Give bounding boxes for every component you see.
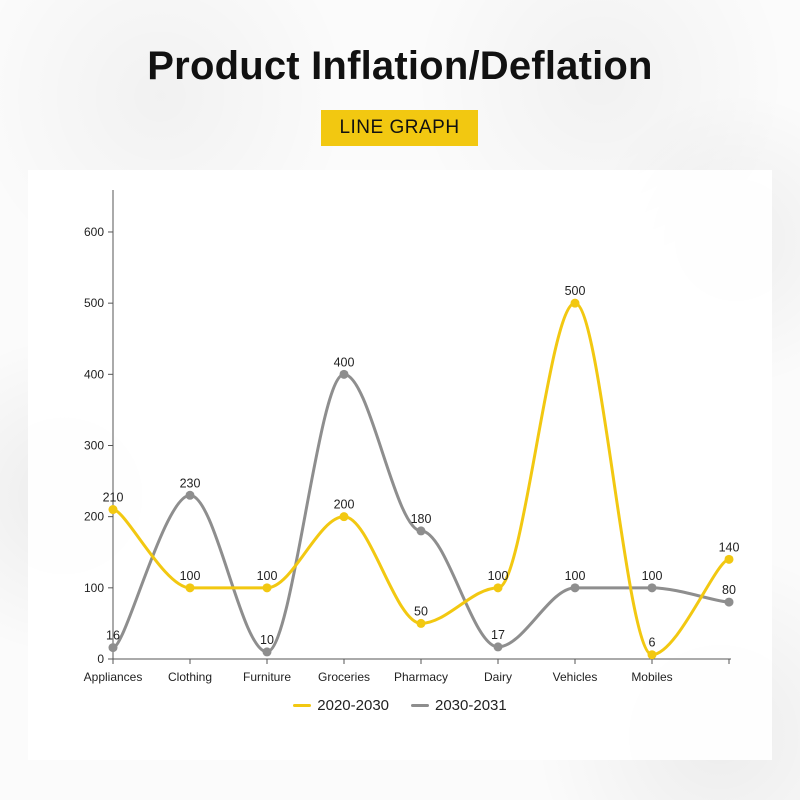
- legend-label-series-2: 2030-2031: [435, 697, 507, 714]
- y-tick-label: 600: [84, 225, 104, 239]
- data-point-series-1: [493, 583, 503, 593]
- data-label-series-2: 17: [491, 628, 505, 642]
- series-group: [108, 298, 734, 660]
- data-label-series-2: 100: [565, 569, 586, 583]
- data-point-series-2: [262, 647, 272, 657]
- x-tick-label: Appliances: [84, 670, 143, 684]
- data-label-series-1: 100: [180, 569, 201, 583]
- x-tick-label: Vehicles: [553, 670, 598, 684]
- y-tick-label: 100: [84, 581, 104, 595]
- x-tick-label: Pharmacy: [394, 670, 448, 684]
- x-tick-label: Mobiles: [631, 670, 672, 684]
- y-tick-label: 300: [84, 438, 104, 452]
- data-label-series-2: 100: [642, 569, 663, 583]
- data-point-series-1: [185, 583, 195, 593]
- y-tick-label: 500: [84, 296, 104, 310]
- series-line-1: [111, 301, 731, 657]
- data-label-series-1: 100: [257, 569, 278, 583]
- legend-swatch-series-2: [411, 704, 429, 707]
- chart-axes: [112, 190, 731, 660]
- legend: 2020-2030 2030-2031: [0, 697, 800, 714]
- x-tick-label: Furniture: [243, 670, 291, 684]
- data-label-series-1: 500: [565, 284, 586, 298]
- x-axis-ticks: Appliances Clothing Furniture Groceries Phar…: [84, 659, 730, 684]
- data-label-series-1: 6: [649, 636, 656, 650]
- data-label-series-1: 200: [334, 498, 355, 512]
- legend-swatch-series-1: [293, 704, 312, 707]
- chart-type-badge: LINE GRAPH: [321, 110, 478, 146]
- x-tick-label: Clothing: [168, 670, 212, 684]
- legend-label-series-1: 2020-2030: [317, 697, 389, 714]
- series-line-2: [111, 372, 731, 654]
- data-label-series-2: 400: [334, 355, 355, 369]
- data-label-series-2: 16: [106, 629, 120, 643]
- data-point-series-2: [647, 583, 657, 593]
- x-tick-label: Dairy: [484, 670, 512, 684]
- y-axis-ticks: 0 100 200 300 400 500 600: [84, 225, 113, 666]
- data-point-series-1: [647, 650, 657, 660]
- y-tick-label: 0: [97, 652, 104, 666]
- data-label-series-2: 10: [260, 633, 274, 647]
- data-point-series-2: [493, 642, 503, 652]
- y-tick-label: 200: [84, 510, 104, 524]
- data-label-series-1: 100: [488, 569, 509, 583]
- y-tick-label: 400: [84, 367, 104, 381]
- x-tick-label: Groceries: [318, 670, 370, 684]
- data-label-series-2: 80: [722, 583, 736, 597]
- data-point-series-1: [262, 583, 272, 593]
- data-label-series-1: 140: [719, 540, 740, 554]
- data-point-series-2: [339, 369, 349, 379]
- data-point-series-2: [108, 643, 118, 653]
- data-labels-group: 16 230 10 400 180 17 100 100 80 210 100 100 200 50 100…: [103, 284, 740, 650]
- data-point-series-2: [724, 597, 734, 607]
- data-point-series-1: [570, 298, 580, 308]
- page-title: Product Inflation/Deflation: [147, 44, 653, 88]
- data-label-series-1: 210: [103, 491, 124, 505]
- data-point-series-1: [339, 512, 349, 522]
- chart-panel: [28, 170, 772, 760]
- data-point-series-1: [108, 505, 118, 515]
- data-point-series-2: [185, 490, 195, 500]
- data-point-series-2: [570, 583, 580, 593]
- data-point-series-2: [416, 526, 426, 536]
- data-point-series-1: [724, 554, 734, 564]
- data-point-series-1: [416, 618, 426, 628]
- legend-item-series-1[interactable]: 2020-2030: [293, 697, 389, 714]
- data-label-series-1: 50: [414, 604, 428, 618]
- data-label-series-2: 230: [180, 476, 201, 490]
- data-label-series-2: 180: [411, 512, 432, 526]
- legend-item-series-2[interactable]: 2030-2031: [411, 697, 507, 714]
